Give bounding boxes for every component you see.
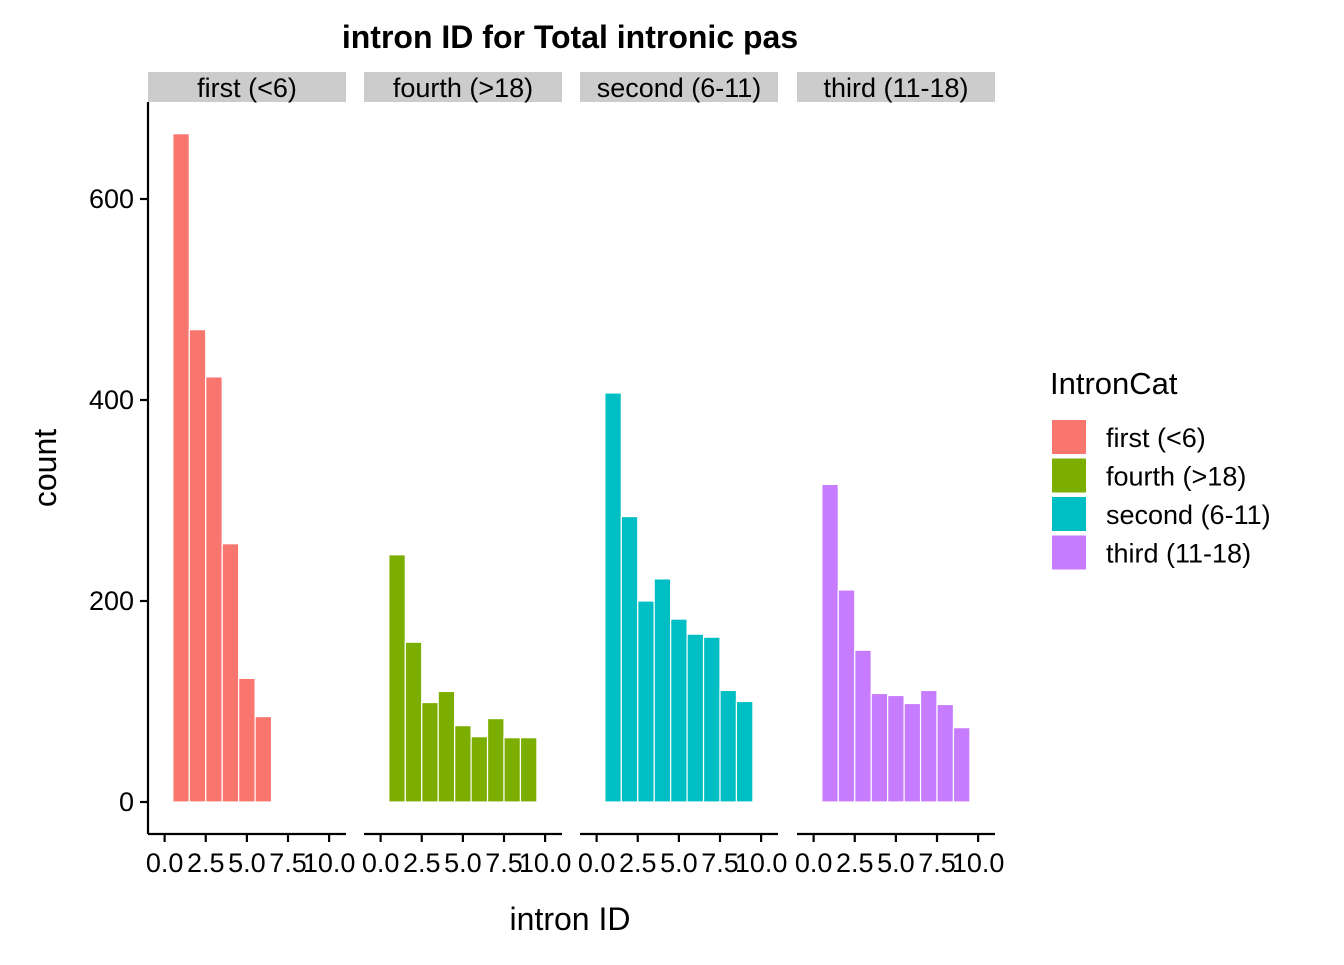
histogram-bar [653,578,672,803]
histogram-bar [887,694,905,803]
x-tick-label: 5.0 [877,848,915,878]
facet-strip-label: fourth (>18) [393,73,533,103]
histogram-bar [719,689,738,803]
facet-strip [797,72,995,102]
legend-label: first (<6) [1106,423,1206,453]
facet-strip [148,72,346,102]
histogram-bar [837,589,856,803]
histogram-bar [952,727,971,803]
histogram-bar [388,554,406,803]
legend-label: second (6-11) [1106,500,1271,530]
y-axis: 0 200 400 600 [89,102,150,834]
histogram-bar [205,376,223,803]
histogram-bar [454,725,472,803]
histogram-bar [437,690,456,803]
histogram-bar [870,692,889,803]
histogram-bar [854,649,872,803]
histogram-bar [936,703,955,803]
x-tick-label: 7.5 [269,848,307,878]
x-tick-label: 10.0 [519,848,572,878]
histogram-bar [670,618,688,803]
facet-panel: third (11-18) 0.0 2.5 5.0 7.510.0 [795,72,1005,878]
x-tick-label: 7.5 [918,848,956,878]
y-axis-title: count [27,429,63,507]
y-tick-label: 400 [89,385,134,415]
histogram-bar [470,736,489,803]
legend-title: IntronCat [1050,366,1178,401]
x-tick-label: 7.5 [485,848,523,878]
histogram-bar [620,515,639,803]
y-tick-label: 200 [89,586,134,616]
histogram-bar [735,700,754,803]
y-tick-label: 0 [119,787,134,817]
histogram-bar [686,633,705,803]
legend-label: third (11-18) [1106,539,1251,569]
x-tick-label: 5.0 [228,848,266,878]
histogram-bar [503,737,522,803]
legend-key [1052,420,1086,454]
x-tick-label: 5.0 [660,848,698,878]
x-tick-label: 2.5 [403,848,441,878]
x-axis-title: intron ID [510,901,631,937]
histogram-bar [702,636,721,803]
facet-strip [364,72,562,102]
x-tick-label: 2.5 [187,848,225,878]
legend-key [1052,497,1086,531]
facet-panel: second (6-11) 0.0 2.5 5.0 7.510.0 [578,72,788,878]
histogram-bar [221,543,240,803]
histogram-bar [919,689,938,803]
facet-strip [580,72,778,102]
facet-strip-label: second (6-11) [597,73,762,103]
histogram-bar [604,392,622,803]
facet-panel: fourth (>18) 0.0 2.5 5.0 7.510.0 [362,72,572,878]
histogram-bar [188,329,207,803]
x-tick-label: 2.5 [619,848,657,878]
chart-title: intron ID for Total intronic pas [342,19,798,55]
y-tick-label: 600 [89,184,134,214]
x-tick-label: 10.0 [735,848,788,878]
histogram-bar [519,737,538,803]
histogram-bar [821,483,839,803]
x-tick-label: 10.0 [952,848,1005,878]
x-tick-label: 0.0 [146,848,184,878]
histogram-bar [637,600,655,803]
facet-strip-label: third (11-18) [823,73,968,103]
facet-strip-label: first (<6) [197,73,297,103]
histogram-bar [254,715,273,803]
legend-key [1052,535,1086,570]
x-tick-label: 7.5 [701,848,739,878]
x-tick-label: 0.0 [362,848,400,878]
legend: first (<6) fourth (>18) second (6-11) third… [1052,420,1271,570]
histogram-bar [404,641,423,803]
histogram-bar [903,702,922,803]
x-tick-label: 0.0 [578,848,616,878]
histogram-bar [421,701,439,803]
x-tick-label: 5.0 [444,848,482,878]
legend-key [1052,458,1086,493]
x-tick-label: 0.0 [795,848,833,878]
histogram-bar [172,133,190,803]
histogram-bar [486,717,505,803]
x-tick-label: 10.0 [303,848,356,878]
x-tick-label: 2.5 [836,848,874,878]
facet-panel: first (<6) 0.0 2.5 5.0 7.510.0 [146,72,356,878]
legend-label: fourth (>18) [1106,462,1246,492]
histogram-bar [238,677,256,803]
